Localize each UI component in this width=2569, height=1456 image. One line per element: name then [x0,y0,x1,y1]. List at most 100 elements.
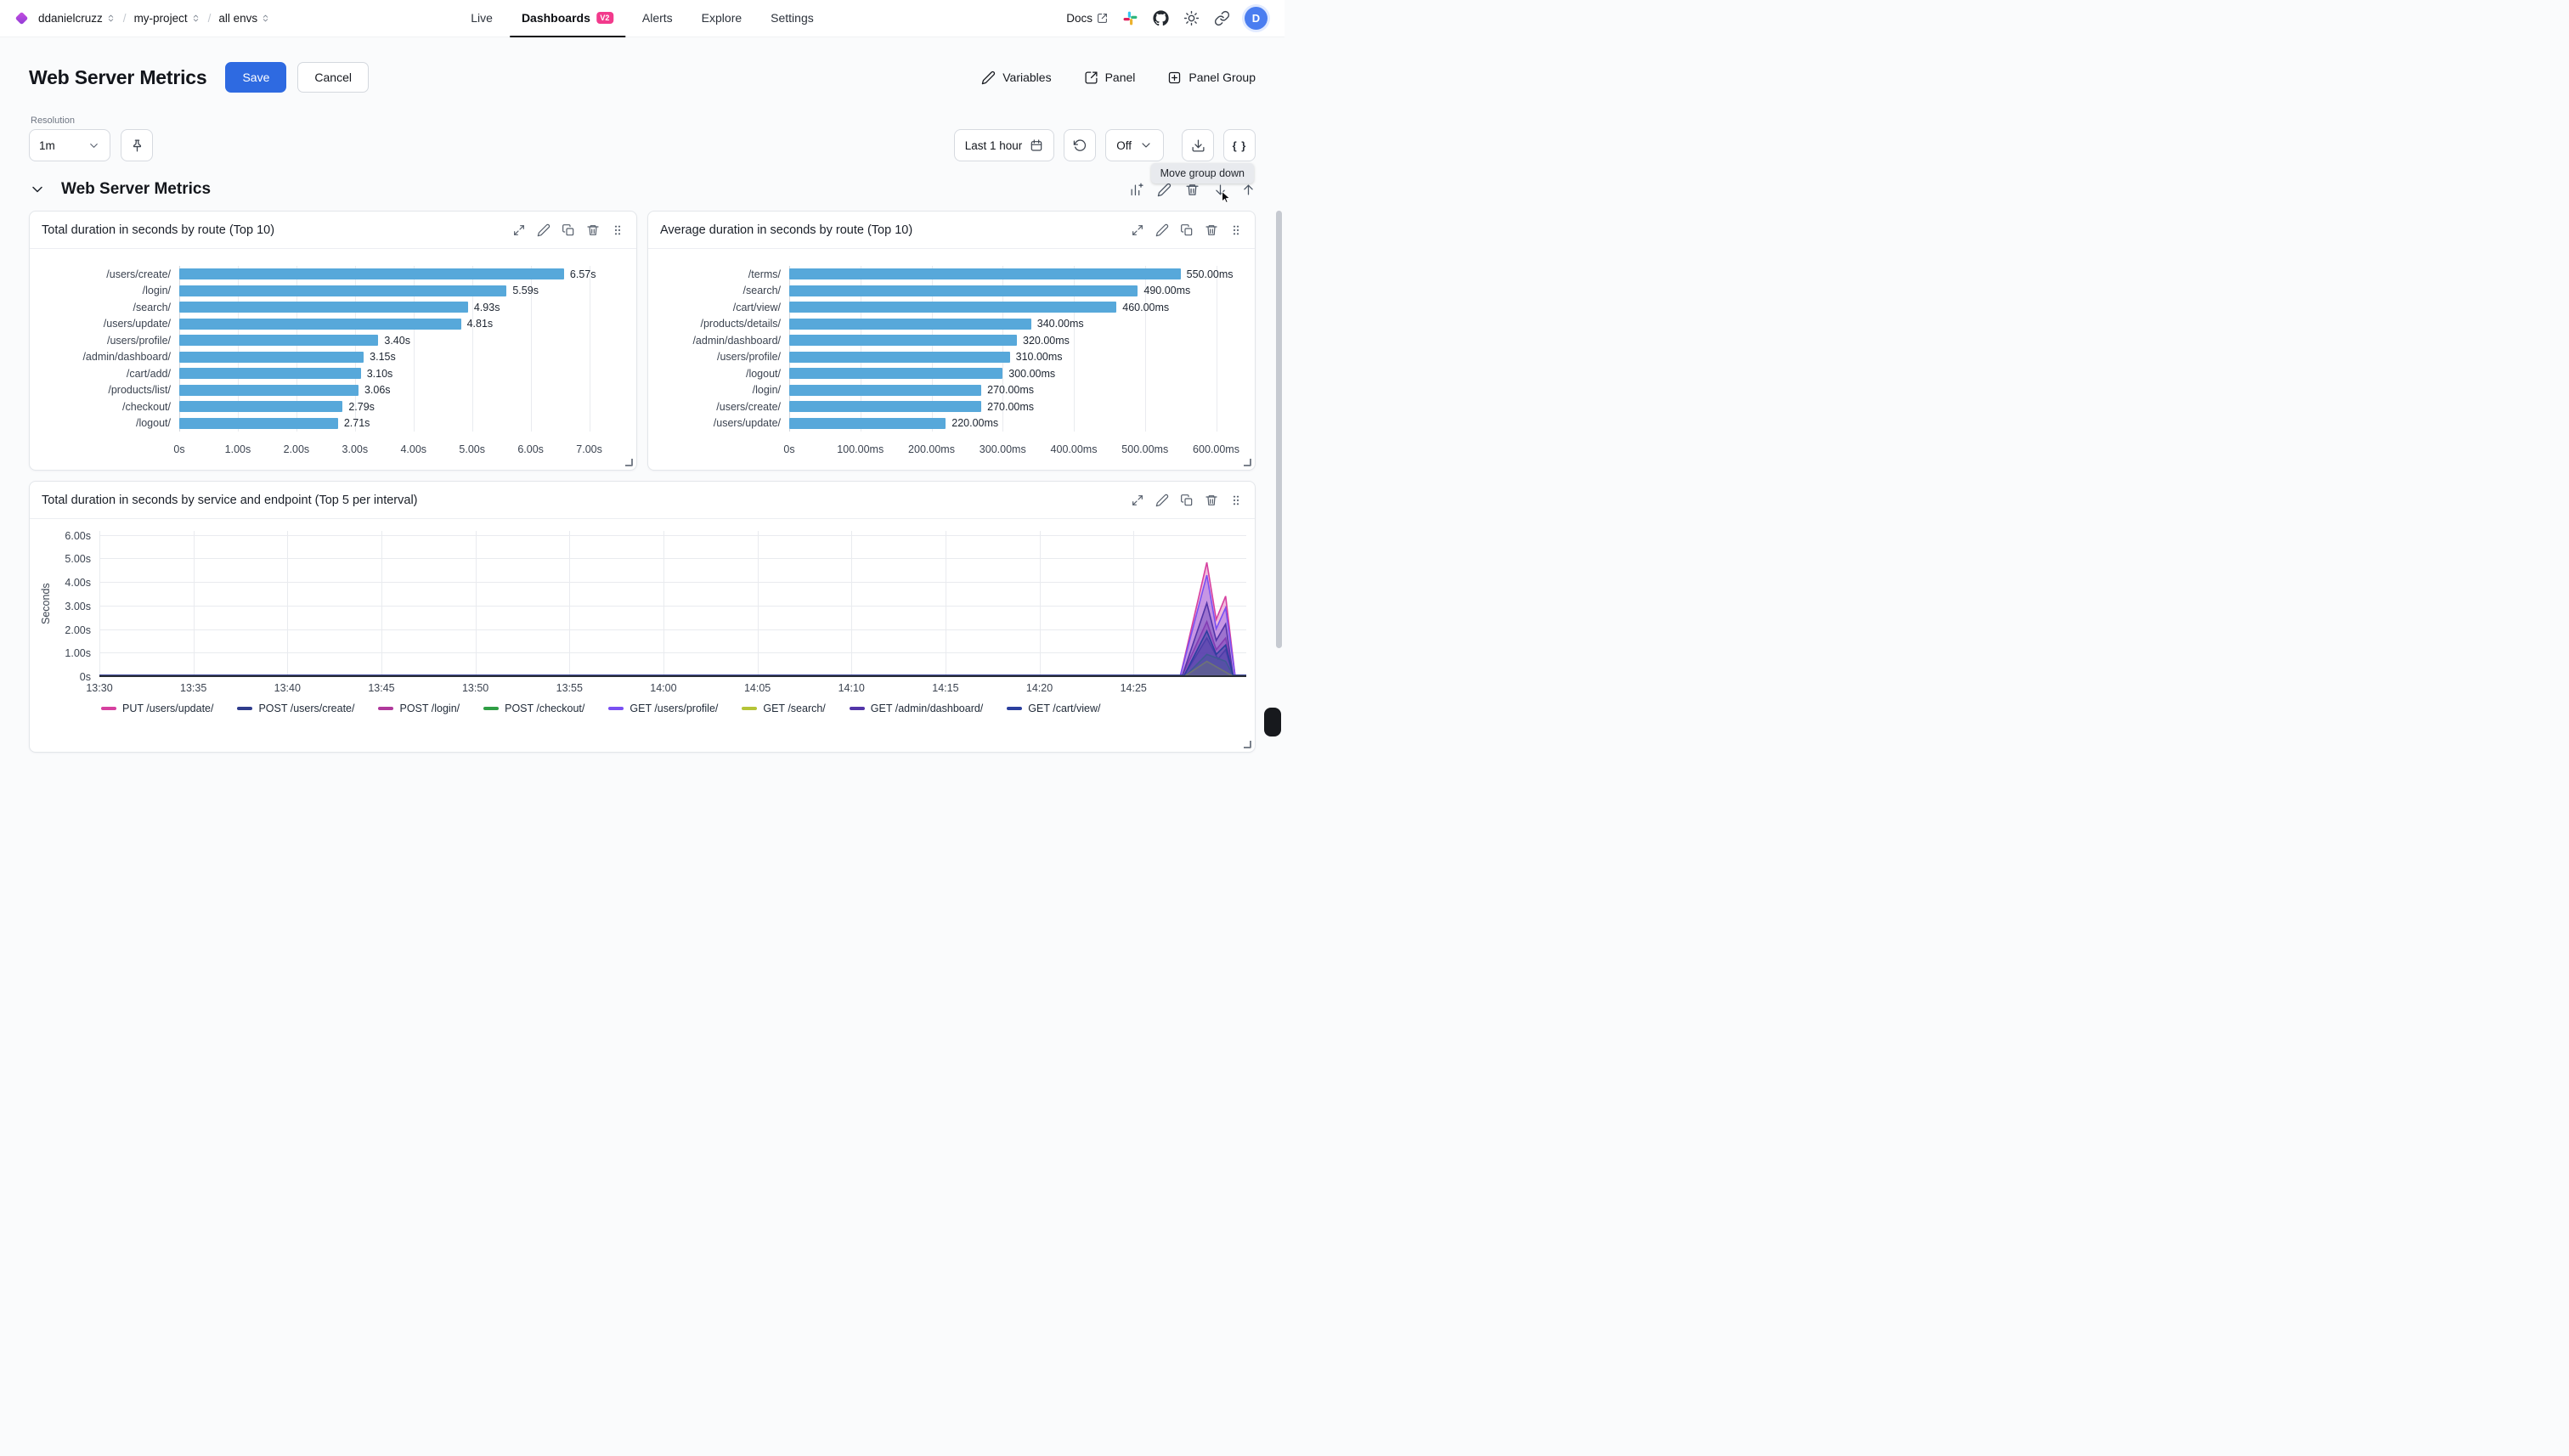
x-tick-label: 13:55 [556,682,583,694]
legend-item[interactable]: POST /login/ [378,703,460,714]
resolution-select[interactable]: 1m [29,129,110,161]
drag-panel-icon[interactable] [1229,223,1243,237]
legend-label: GET /admin/dashboard/ [870,703,984,714]
github-icon[interactable] [1153,10,1169,26]
expand-panel-icon[interactable] [1131,223,1144,237]
delete-panel-icon[interactable] [1205,223,1218,237]
breadcrumb-org[interactable]: ddanielcruzz [38,12,116,25]
legend-item[interactable]: POST /checkout/ [483,703,584,714]
corner-float-button[interactable] [1264,708,1281,736]
bar-category-label: /admin/dashboard/ [82,351,171,364]
bar[interactable] [789,285,1138,296]
bar-track: 270.00ms [789,401,1245,413]
download-button[interactable] [1182,129,1214,161]
edit-panel-icon[interactable] [1155,494,1169,507]
expand-panel-icon[interactable] [1131,494,1144,507]
bar[interactable] [179,417,338,429]
legend-item[interactable]: GET /admin/dashboard/ [849,703,984,714]
bar[interactable] [179,368,361,380]
tab-dashboards[interactable]: Dashboards V2 [509,0,625,37]
tab-explore[interactable]: Explore [690,0,754,37]
duplicate-panel-icon[interactable] [1180,494,1194,507]
bar[interactable] [789,302,1117,313]
vertical-scrollbar[interactable] [1276,211,1282,648]
bar-category-label: /search/ [742,285,781,297]
resize-handle[interactable] [1244,741,1251,748]
resize-handle[interactable] [1244,459,1251,466]
brand-diamond-icon[interactable] [14,11,29,25]
pin-button[interactable] [121,129,153,161]
edit-panel-icon[interactable] [537,223,550,237]
bar[interactable] [179,302,468,313]
breadcrumb-env[interactable]: all envs [218,12,270,25]
bar[interactable] [179,401,343,413]
add-panel-button[interactable]: Panel [1084,71,1135,85]
x-tick-label: 14:00 [650,682,677,694]
refresh-button[interactable] [1064,129,1097,161]
x-tick-label: 14:15 [932,682,959,694]
bar-row: /admin/dashboard/3.15s [37,349,626,366]
tab-label: Explore [701,11,742,25]
drag-panel-icon[interactable] [1229,494,1243,507]
slack-icon[interactable] [1122,10,1138,26]
edit-group-icon[interactable] [1157,183,1172,197]
tab-live[interactable]: Live [459,0,505,37]
delete-group-icon[interactable] [1185,183,1200,197]
user-avatar[interactable]: D [1245,7,1268,30]
drag-panel-icon[interactable] [611,223,624,237]
breadcrumb-project[interactable]: my-project [134,12,200,25]
collapse-group-icon[interactable] [29,181,46,198]
resize-handle[interactable] [625,459,633,466]
time-range-button[interactable]: Last 1 hour [953,129,1055,161]
bar[interactable] [789,401,982,413]
bar-value-label: 460.00ms [1122,301,1170,313]
cancel-button[interactable]: Cancel [297,62,369,93]
duplicate-panel-icon[interactable] [562,223,575,237]
legend-item[interactable]: GET /users/profile/ [608,703,718,714]
edit-panel-icon[interactable] [1155,223,1169,237]
json-view-button[interactable]: { } [1223,129,1256,161]
series-svg [99,531,1246,675]
bar[interactable] [789,318,1031,330]
bar[interactable] [179,384,359,396]
add-panel-group-button[interactable]: Panel Group [1167,71,1256,85]
tab-alerts[interactable]: Alerts [630,0,685,37]
add-chart-icon[interactable] [1129,183,1143,197]
theme-sun-icon[interactable] [1183,10,1200,26]
legend-item[interactable]: GET /cart/view/ [1007,703,1101,714]
save-button[interactable]: Save [225,62,287,93]
bar[interactable] [179,318,461,330]
docs-link[interactable]: Docs [1066,12,1108,25]
tab-settings[interactable]: Settings [759,0,826,37]
bar[interactable] [179,351,364,363]
bar-category-label: /users/create/ [716,400,781,413]
duplicate-panel-icon[interactable] [1180,223,1194,237]
delete-panel-icon[interactable] [1205,494,1218,507]
expand-panel-icon[interactable] [512,223,526,237]
bar[interactable] [789,417,946,429]
copy-link-icon[interactable] [1214,10,1230,26]
bar[interactable] [179,285,507,296]
bar[interactable] [789,384,982,396]
bar[interactable] [789,368,1003,380]
auto-refresh-select[interactable]: Off [1105,129,1164,161]
legend-label: POST /checkout/ [505,703,585,714]
bar[interactable] [179,335,379,347]
legend-item[interactable]: GET /search/ [742,703,826,714]
variables-button[interactable]: Variables [981,71,1052,85]
delete-panel-icon[interactable] [586,223,600,237]
move-group-down-icon[interactable] [1213,183,1228,197]
legend-item[interactable]: POST /users/create/ [237,703,354,714]
bar-rows: /users/create/6.57s/login/5.59s/search/4… [37,266,626,432]
bar[interactable] [789,351,1010,363]
docs-label: Docs [1066,12,1093,25]
bar-category-label: /login/ [142,285,171,297]
move-group-up-icon[interactable] [1241,183,1256,197]
bar[interactable] [789,268,1181,280]
y-tick-label: 6.00s [65,529,91,542]
external-link-icon [1097,13,1108,24]
legend-item[interactable]: PUT /users/update/ [101,703,213,714]
bar[interactable] [179,268,564,280]
x-tick-label: 400.00ms [1050,443,1098,455]
bar[interactable] [789,335,1017,347]
